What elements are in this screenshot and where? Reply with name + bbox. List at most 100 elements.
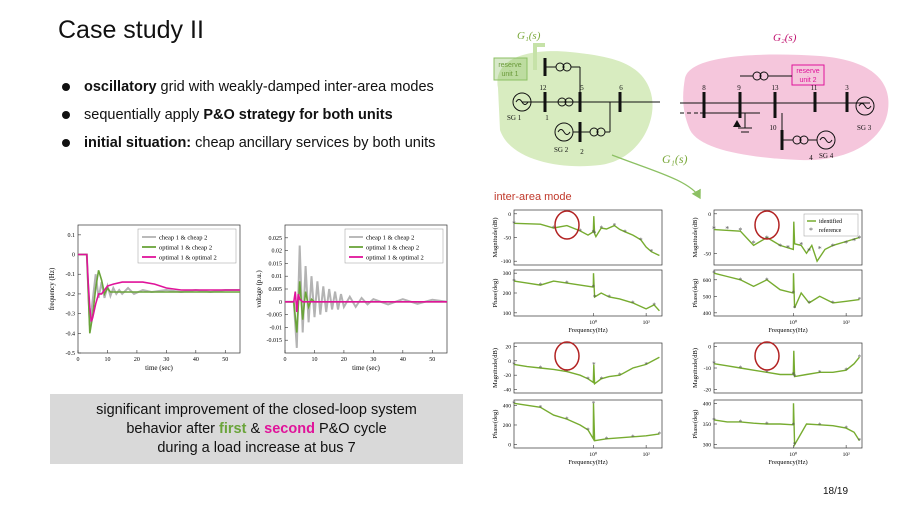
x-tick-label: 10 xyxy=(311,357,317,363)
summary-line-3: during a load increase at bus 7 xyxy=(157,440,356,456)
y-tick-label: 0 xyxy=(279,300,282,306)
x-axis-label: Frequency(Hz) xyxy=(568,459,607,466)
reference-marker: * xyxy=(799,240,803,249)
bullet-bold: P&O strategy for both units xyxy=(203,107,393,123)
legend-entry: optimal 1 & optimal 2 xyxy=(159,255,217,262)
reference-marker: * xyxy=(539,282,543,290)
y-tick-label: 0 xyxy=(708,212,711,218)
reference-marker: * xyxy=(623,228,627,236)
reference-marker: * xyxy=(818,244,822,253)
y-tick-label: -0.3 xyxy=(66,312,76,318)
bullet-text: cheap ancillary services by both units xyxy=(191,135,436,151)
y-tick-label: 0 xyxy=(508,359,511,365)
reference-marker: * xyxy=(739,365,743,373)
y-tick-label: 0 xyxy=(72,253,75,259)
y-tick-label: 200 xyxy=(503,423,512,429)
y-tick-label: 0.01 xyxy=(272,274,283,280)
reference-marker: * xyxy=(631,433,635,441)
bode-line xyxy=(513,356,660,386)
reference-marker: * xyxy=(512,278,516,286)
bullet-text: grid with weakly-damped inter-area modes xyxy=(156,79,434,95)
reference-marker: * xyxy=(565,416,569,424)
y-axis-label: Magnitude(dB) xyxy=(492,348,499,388)
y-tick-label: -20 xyxy=(504,373,512,379)
reference-marker: * xyxy=(565,368,569,376)
y-axis-label: Magnitude(dB) xyxy=(492,217,499,257)
y-axis-label: Magnitude(dB) xyxy=(692,217,699,257)
reference-marker: * xyxy=(599,375,603,383)
x-tick-label: 40 xyxy=(193,357,199,363)
y-tick-label: 0 xyxy=(508,212,511,218)
y-tick-label: -0.015 xyxy=(267,338,283,344)
y-tick-label: -0.005 xyxy=(267,313,283,319)
reference-marker: * xyxy=(586,375,590,383)
bullet-list: oscillatory grid with weakly-damped inte… xyxy=(62,78,435,162)
y-tick-label: -100 xyxy=(501,259,511,265)
reference-marker: * xyxy=(792,290,796,298)
reference-marker: * xyxy=(831,299,835,307)
y-tick-label: 20 xyxy=(506,344,512,350)
summary-text: P&O cycle xyxy=(314,421,387,437)
reference-marker: * xyxy=(858,354,862,362)
x-tick-label: 10² xyxy=(643,452,651,458)
x-axis-label: time (sec) xyxy=(145,364,173,372)
y-tick-label: -0.2 xyxy=(66,292,76,298)
x-tick-label: 40 xyxy=(400,357,406,363)
x-tick-label: 20 xyxy=(134,357,140,363)
reference-marker: * xyxy=(593,293,597,301)
x-tick-label: 10⁰ xyxy=(789,319,798,326)
y-tick-label: 200 xyxy=(503,291,512,297)
summary-text: behavior after xyxy=(126,421,220,437)
inter-area-mode-circle xyxy=(554,341,580,371)
reference-marker: * xyxy=(778,242,782,251)
reference-marker: * xyxy=(565,280,569,288)
reference-marker: * xyxy=(807,299,811,307)
legend-entry: optimal 1 & cheap 2 xyxy=(366,245,419,252)
x-axis-label: Frequency(Hz) xyxy=(768,459,807,466)
bode-line xyxy=(513,273,660,312)
bullet-item: initial situation: cheap ancillary servi… xyxy=(62,134,435,162)
reference-marker: * xyxy=(650,248,654,256)
reference-marker: * xyxy=(639,236,643,244)
summary-line-2: behavior after first & second P&O cycle xyxy=(50,420,463,439)
y-tick-label: 0.025 xyxy=(269,236,283,242)
reference-marker: * xyxy=(607,293,611,301)
reference-marker: * xyxy=(512,220,516,228)
y-tick-label: -40 xyxy=(504,388,512,394)
legend-entry: reference xyxy=(819,227,842,234)
y-tick-label: -50 xyxy=(504,236,512,242)
amp-text: & xyxy=(246,421,265,437)
reference-marker: * xyxy=(578,227,582,235)
y-axis-label: Phase(deg) xyxy=(692,279,699,308)
x-tick-label: 10² xyxy=(643,320,651,326)
reference-marker: * xyxy=(599,225,603,233)
reference-marker: * xyxy=(793,304,797,312)
reference-marker: * xyxy=(539,365,543,373)
x-tick-label: 10⁰ xyxy=(789,451,798,458)
inter-area-mode-circle xyxy=(554,210,580,240)
legend-entry: cheap 1 & cheap 2 xyxy=(159,235,207,242)
legend-entry: cheap 1 & cheap 2 xyxy=(366,235,414,242)
y-tick-label: -0.1 xyxy=(66,272,76,278)
reference-marker: * xyxy=(857,234,861,243)
y-tick-label: 300 xyxy=(703,443,712,449)
series-line xyxy=(78,253,240,322)
bullet-bold: initial situation: xyxy=(84,135,192,151)
reference-marker: * xyxy=(852,236,856,245)
reference-marker: * xyxy=(712,416,716,424)
reference-marker: * xyxy=(613,222,617,230)
y-axis-label: frequency (Hz) xyxy=(48,267,56,310)
bode-frame xyxy=(513,399,663,449)
x-tick-label: 50 xyxy=(222,357,228,363)
series-line xyxy=(285,245,448,348)
bode-frame xyxy=(513,269,663,317)
y-tick-label: 0 xyxy=(708,344,711,350)
reference-marker: * xyxy=(858,437,862,445)
y-tick-label: 500 xyxy=(703,294,712,300)
bode-line xyxy=(513,402,660,442)
y-tick-label: 0.02 xyxy=(272,249,283,255)
reference-marker: * xyxy=(712,270,716,278)
x-tick-label: 10⁰ xyxy=(589,319,598,326)
reference-marker: * xyxy=(593,230,597,238)
reference-marker: * xyxy=(739,276,743,284)
